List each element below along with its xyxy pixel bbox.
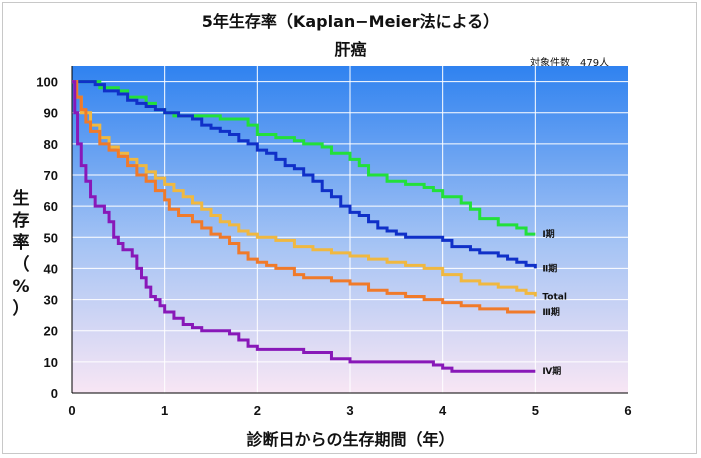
series-line-1	[72, 80, 537, 269]
x-tick-label: 1	[161, 403, 168, 418]
x-tick-label: 2	[254, 403, 261, 418]
chart-subtitle: 肝癌	[334, 40, 367, 59]
y-axis-label-char: 存	[12, 211, 30, 231]
y-tick-label: 40	[44, 261, 58, 276]
series-label-1: Ⅱ期	[542, 262, 557, 274]
y-axis-label: 生 存 率 （ % ）	[8, 188, 34, 320]
y-tick-label: 80	[44, 137, 58, 152]
x-tick-label: 3	[346, 403, 353, 418]
series-line-0	[72, 80, 536, 236]
y-tick-label: 90	[44, 106, 58, 121]
chart-title: 5年生存率（Kaplan−Meier法による）	[201, 12, 500, 31]
y-axis-label-char: （	[12, 255, 30, 275]
y-tick-label: 0	[51, 386, 58, 401]
subject-count-note: 対象件数 479人	[530, 58, 610, 69]
y-axis-label-char: 率	[12, 233, 30, 253]
x-tick-label: 5	[532, 403, 539, 418]
series-labels: Ⅰ期 Ⅱ期 Total Ⅲ期 Ⅳ期	[542, 228, 567, 377]
y-tick-label: 70	[44, 168, 58, 183]
y-tick-label: 10	[44, 355, 58, 370]
x-axis-label: 診断日からの生存期間（年）	[246, 430, 455, 449]
series-label-3: Ⅲ期	[542, 306, 560, 318]
tick-labels: 0 10 20 30 40 50 60 70 80 90 100 0 1 2 3 4 5 6	[36, 75, 631, 418]
series-line-3	[72, 80, 536, 314]
y-tick-label: 100	[36, 75, 58, 90]
y-tick-label: 60	[44, 199, 58, 214]
x-tick-label: 6	[624, 403, 631, 418]
y-tick-label: 30	[44, 293, 58, 308]
y-tick-label: 20	[44, 324, 58, 339]
y-axis-label-char: %	[12, 277, 30, 297]
y-tick-label: 50	[44, 230, 58, 245]
series-line-2	[72, 80, 537, 297]
x-tick-label: 0	[68, 403, 75, 418]
y-axis-label-char: ）	[12, 299, 30, 319]
series-label-4: Ⅳ期	[542, 365, 561, 377]
series-line-4	[72, 80, 536, 373]
series-lines	[72, 80, 537, 373]
y-axis-label-char: 生	[12, 189, 30, 209]
series-label-2: Total	[542, 292, 567, 302]
series-label-0: Ⅰ期	[542, 228, 554, 240]
x-tick-label: 4	[439, 403, 447, 418]
